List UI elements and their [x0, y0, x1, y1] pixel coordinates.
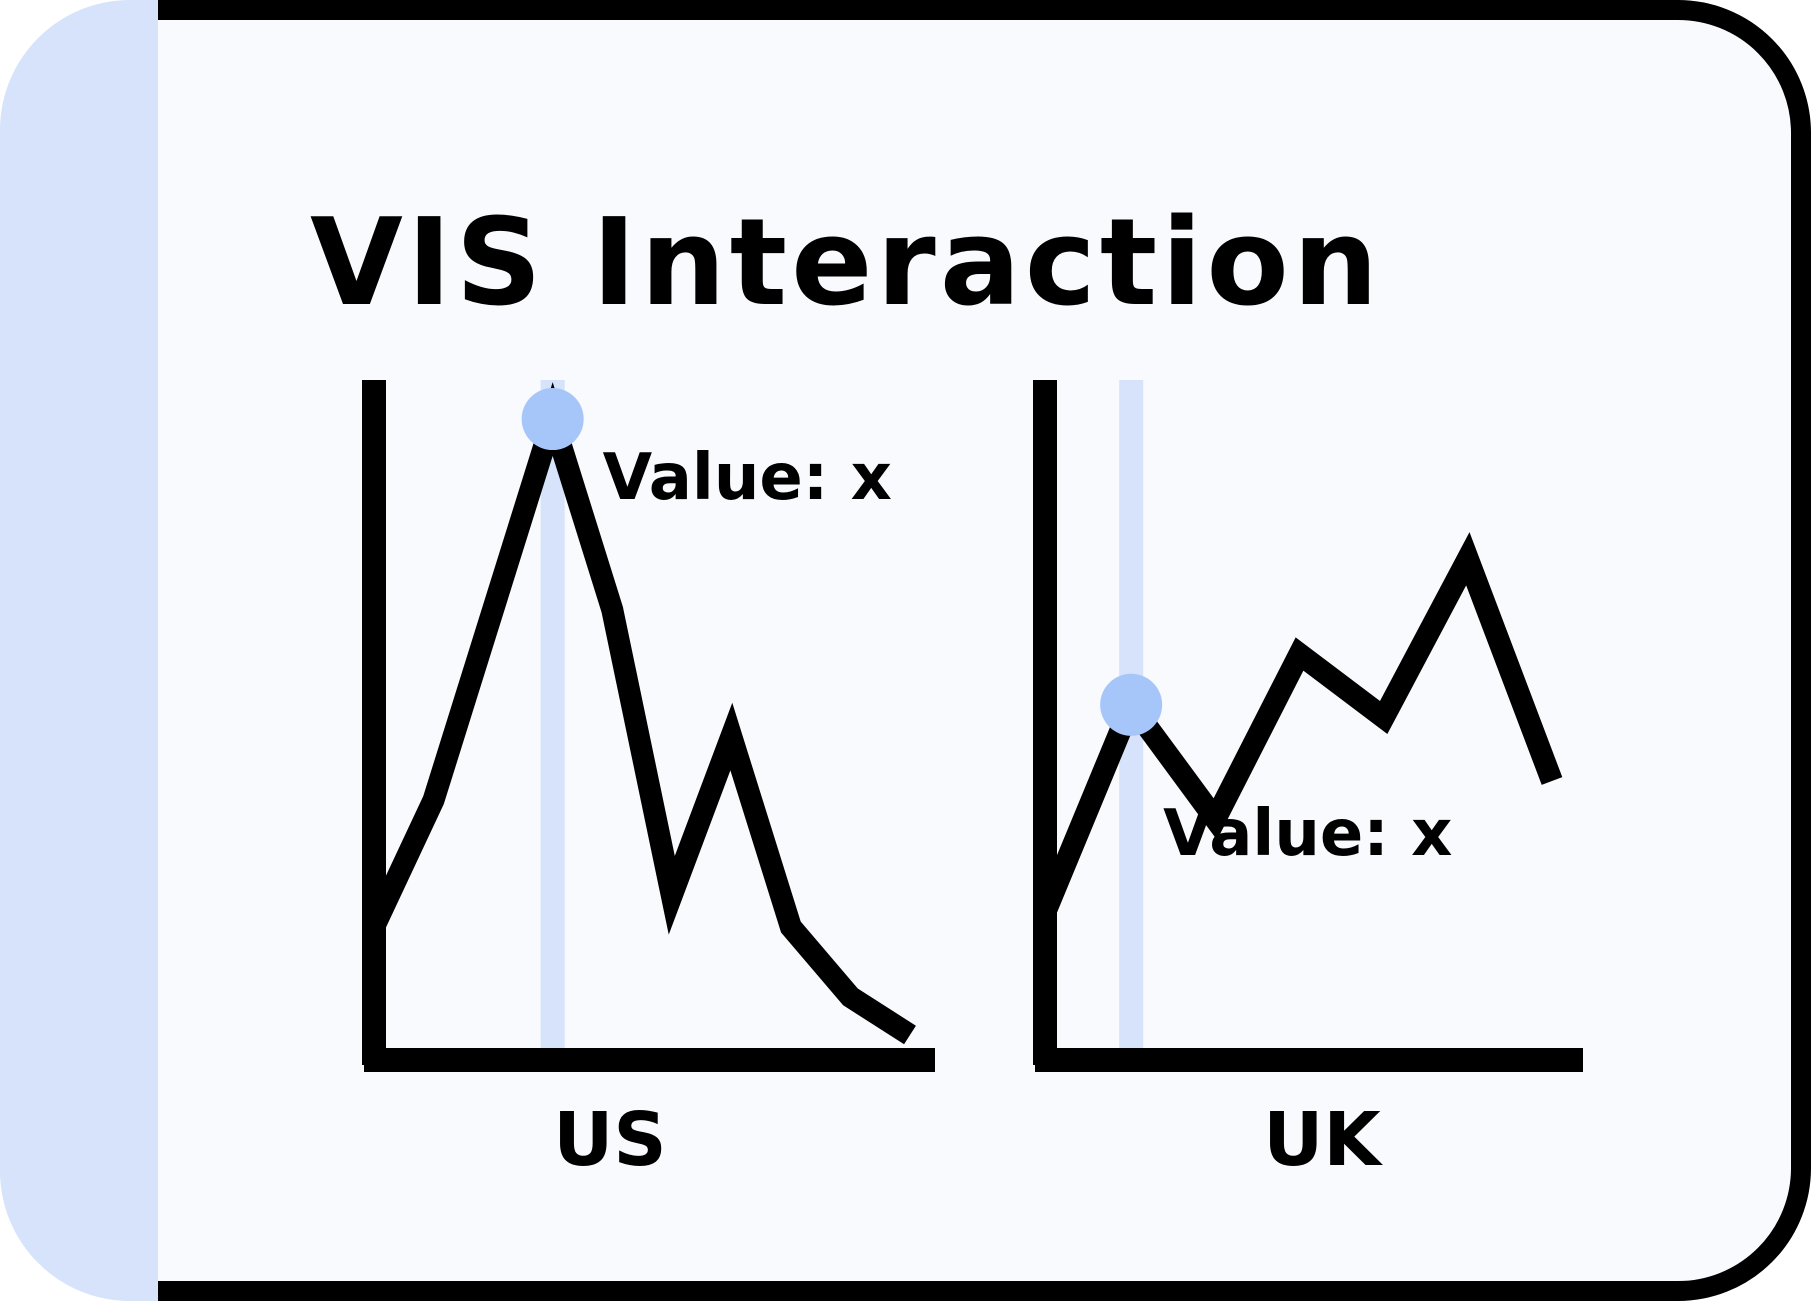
series-line	[364, 382, 916, 1045]
hover-marker[interactable]	[1100, 673, 1163, 736]
axis-label: US	[553, 1097, 666, 1183]
chart-us: Value: x US	[362, 380, 935, 1183]
side-band	[0, 0, 158, 1301]
diagram-title: VIS Interaction	[310, 194, 1382, 333]
chart-uk: Value: x UK	[1033, 380, 1583, 1183]
axis-label: UK	[1263, 1097, 1383, 1183]
hover-rule	[540, 380, 565, 1050]
tooltip-label: Value: x	[603, 441, 892, 515]
card-outline	[158, 0, 1811, 1301]
tooltip-label: Value: x	[1163, 797, 1452, 871]
card-body	[158, 10, 1801, 1291]
hover-marker[interactable]	[521, 388, 584, 451]
